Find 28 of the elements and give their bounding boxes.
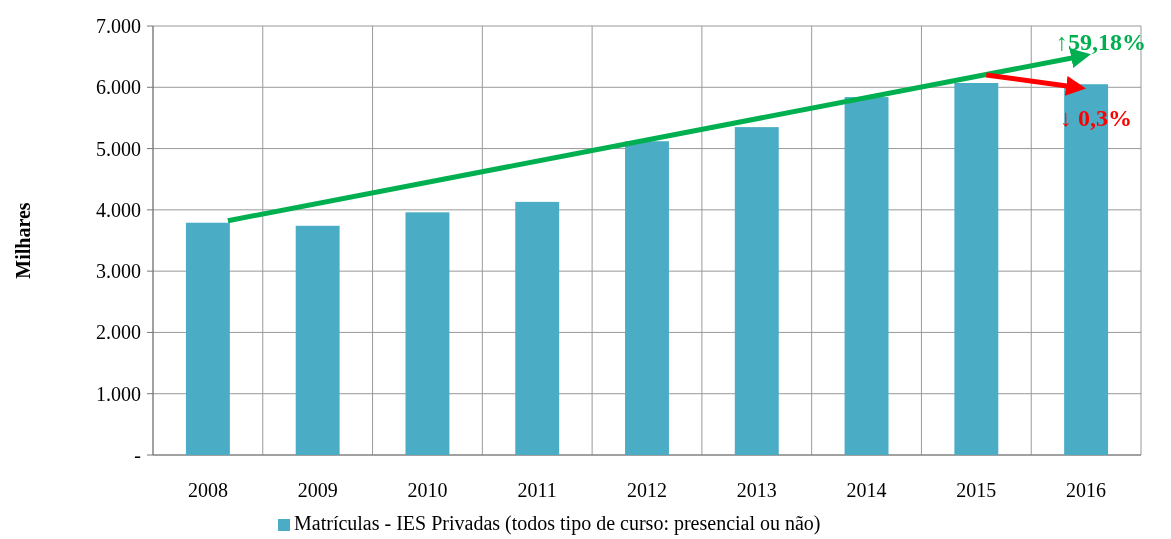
x-tick-label: 2008: [187, 479, 228, 501]
y-tick-label: 1.000: [96, 382, 141, 405]
y-tick-label: 2.000: [96, 321, 141, 344]
y-tick-label: 4.000: [96, 198, 141, 221]
x-tick-label: 2012: [627, 479, 667, 501]
y-tick-label: 6.000: [96, 76, 141, 99]
bar: [185, 222, 230, 455]
y-tick-label: 7.000: [96, 15, 141, 37]
annotation: ↑59,18%: [1056, 29, 1147, 55]
y-tick-label: 5.000: [96, 137, 141, 160]
x-tick-label: 2016: [1066, 479, 1107, 501]
x-tick-label: 2013: [736, 479, 777, 501]
y-axis-title: Milhares: [12, 202, 34, 279]
bar: [954, 83, 999, 455]
bar: [295, 225, 340, 455]
bar: [405, 212, 450, 455]
x-tick-label: 2011: [517, 479, 557, 501]
legend-label: Matrículas - IES Privadas (todos tipo de curso: presencial ou não): [294, 512, 821, 535]
bar: [734, 127, 779, 455]
x-tick-label: 2015: [956, 479, 997, 501]
bar: [515, 201, 560, 455]
x-tick-label: 2014: [846, 479, 887, 501]
y-tick-label: 3.000: [96, 260, 141, 283]
y-tick-label: -: [134, 444, 141, 466]
x-tick-label: 2009: [297, 479, 338, 501]
bar: [844, 97, 889, 455]
x-tick-label: 2010: [407, 479, 448, 501]
bar: [625, 141, 669, 455]
